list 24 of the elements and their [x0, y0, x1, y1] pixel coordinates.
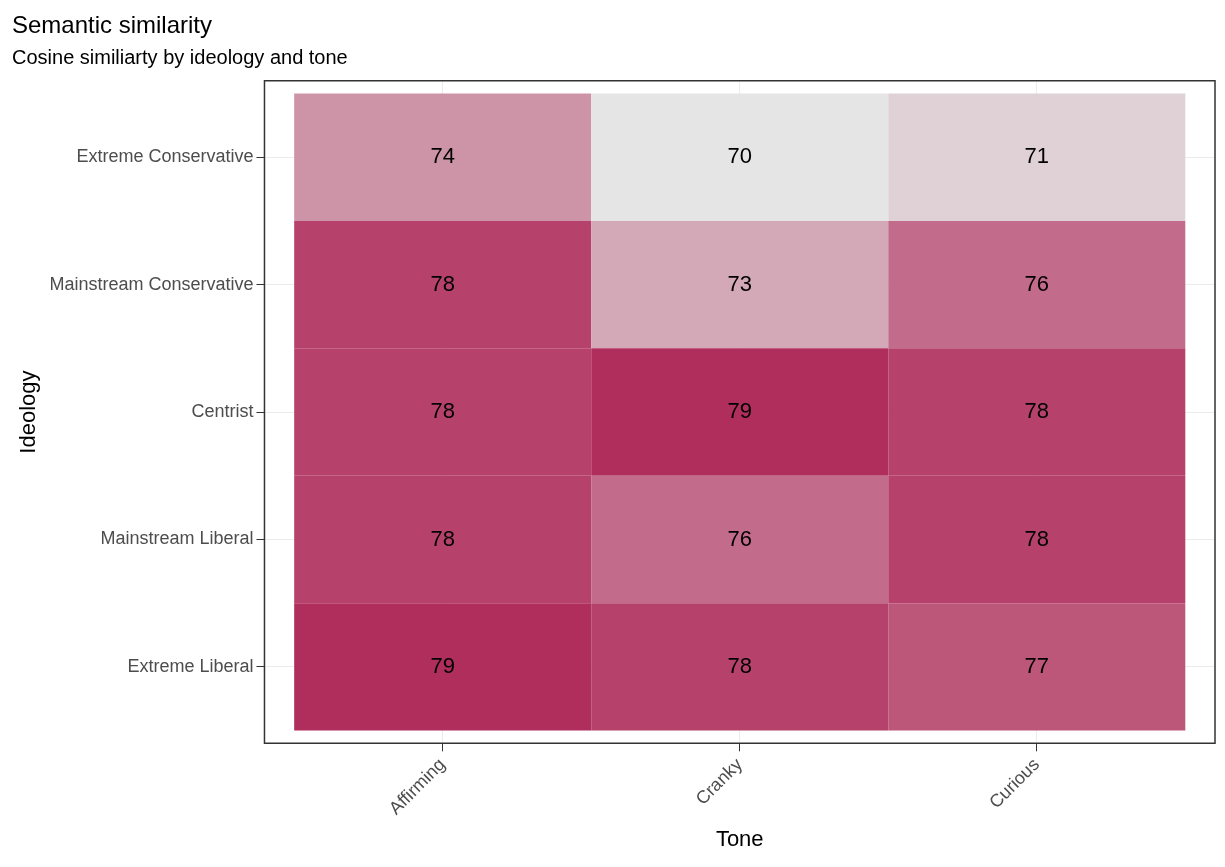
- data-label: 79: [727, 398, 752, 424]
- data-label: 78: [727, 652, 752, 678]
- data-label: 70: [727, 143, 752, 169]
- data-label: 78: [430, 270, 455, 296]
- y-tick-label: Mainstream Conservative: [49, 273, 254, 294]
- x-axis-title: Tone: [715, 825, 764, 851]
- y-tick-label: Mainstream Liberal: [100, 528, 254, 549]
- data-label: 78: [1024, 525, 1050, 551]
- data-label: 74: [430, 143, 455, 169]
- data-label: 73: [727, 270, 752, 296]
- y-tick-label: Extreme Liberal: [127, 655, 254, 676]
- y-axis-title: Ideology: [15, 370, 41, 454]
- y-tick-label: Extreme Conservative: [76, 146, 254, 167]
- data-label: 78: [1024, 398, 1050, 424]
- data-label: 76: [727, 525, 752, 551]
- data-label: 78: [430, 398, 455, 424]
- data-label: 76: [1024, 270, 1050, 296]
- y-tick-label: Centrist: [191, 401, 254, 422]
- chart-subtitle: Cosine similiarty by ideology and tone: [12, 46, 348, 69]
- data-label: 78: [430, 525, 455, 551]
- data-label: 77: [1024, 652, 1050, 678]
- data-label: 79: [430, 652, 455, 678]
- data-label: 71: [1024, 143, 1050, 169]
- chart-title: Semantic similarity: [12, 11, 213, 39]
